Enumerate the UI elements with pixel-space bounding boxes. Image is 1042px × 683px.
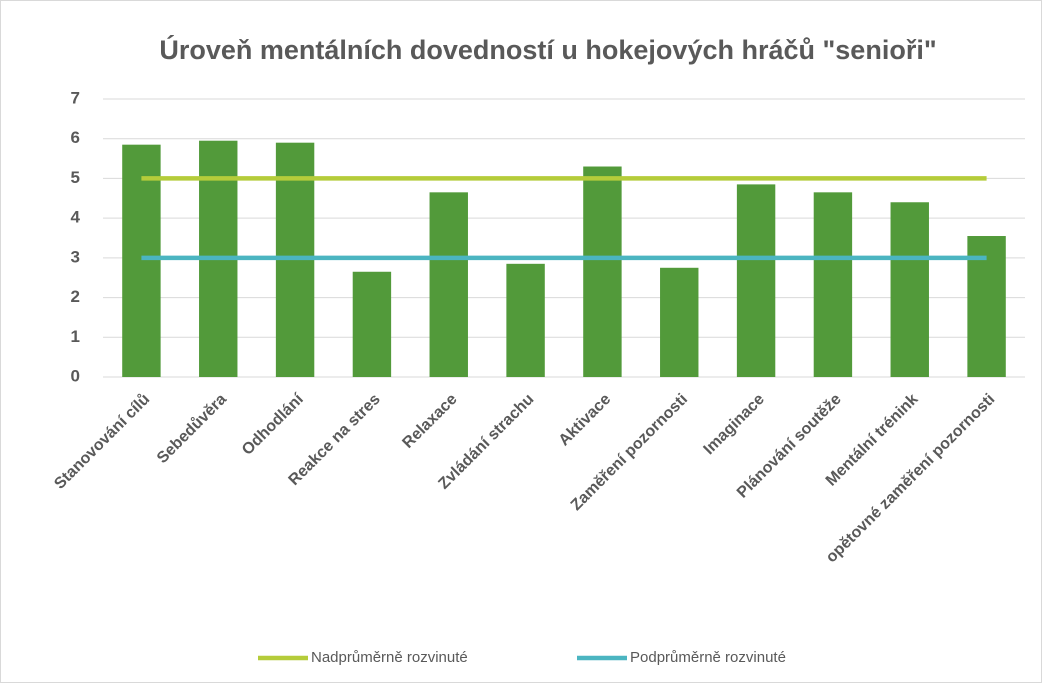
bar — [506, 263, 545, 377]
y-tick-label: 6 — [71, 128, 80, 147]
y-tick-label: 0 — [71, 366, 80, 385]
bar — [122, 144, 161, 377]
bar — [660, 267, 699, 377]
bar — [890, 202, 929, 377]
y-tick-label: 3 — [71, 247, 80, 266]
bar — [813, 192, 853, 377]
chart-title: Úroveň mentálních dovedností u hokejovýc… — [159, 34, 936, 65]
legend-label: Podprůměrně rozvinuté — [630, 649, 786, 666]
bar — [429, 192, 468, 377]
bar — [736, 184, 776, 377]
y-tick-label: 5 — [71, 168, 80, 187]
y-tick-label: 1 — [71, 327, 80, 346]
bar — [583, 166, 622, 377]
bar — [352, 271, 392, 377]
y-tick-label: 7 — [71, 88, 80, 107]
y-tick-label: 2 — [71, 287, 80, 306]
y-tick-label: 4 — [71, 208, 81, 227]
legend-label: Nadprůměrně rozvinuté — [311, 649, 468, 666]
